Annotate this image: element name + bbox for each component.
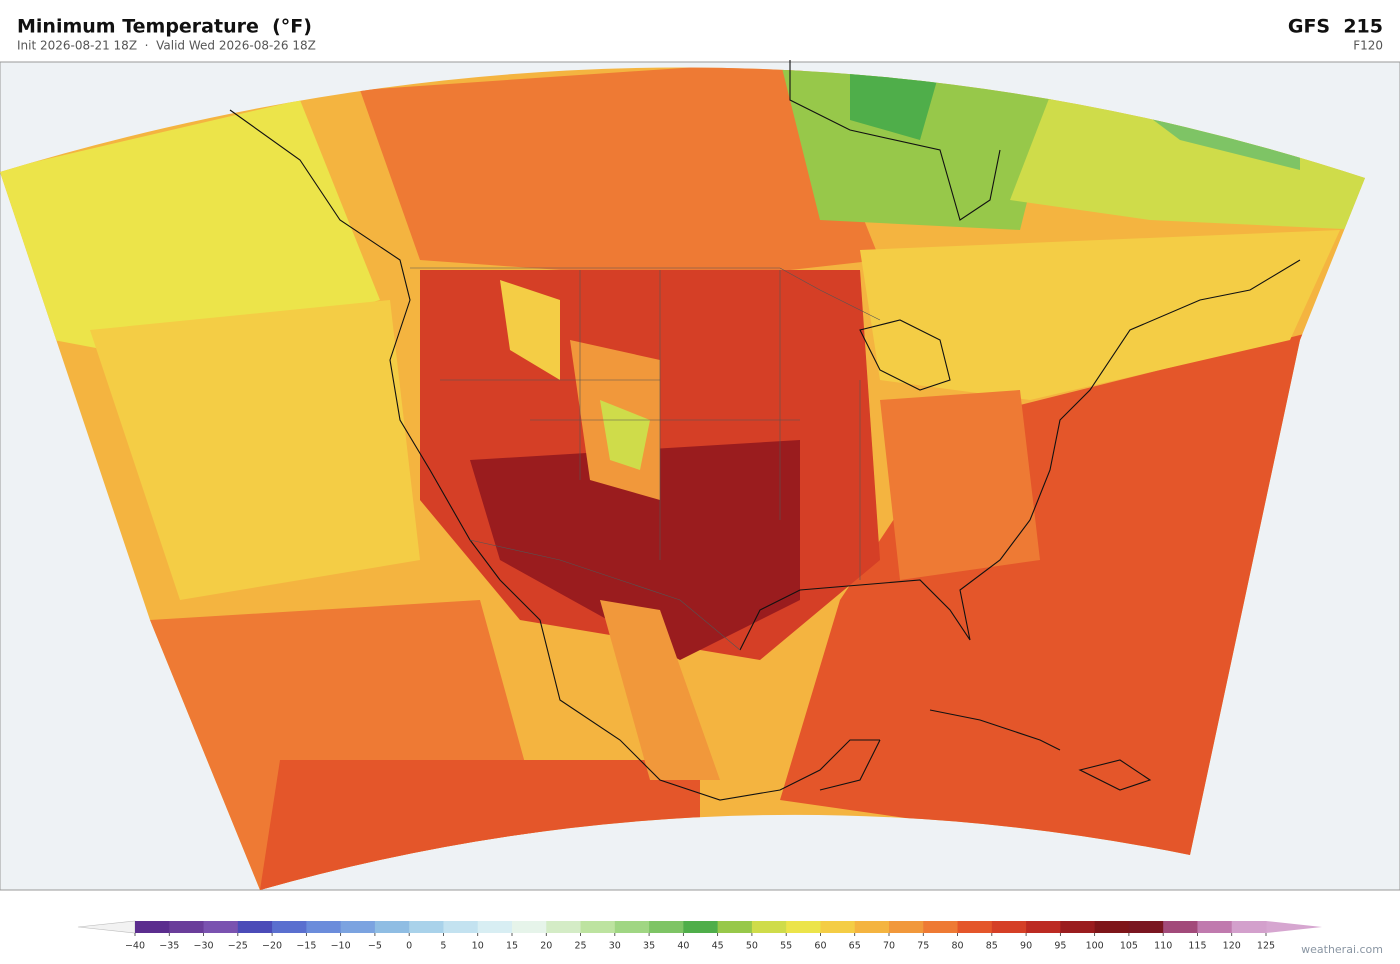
- colorbar-swatch: [889, 921, 924, 933]
- colorbar-tick-label: −20: [262, 941, 282, 952]
- colorbar-tick-label: 110: [1154, 941, 1172, 952]
- colorbar-tick-label: 50: [746, 941, 758, 952]
- colorbar-tick-label: −15: [296, 941, 316, 952]
- colorbar-swatch: [957, 921, 993, 933]
- colorbar-tick-label: 10: [472, 941, 484, 952]
- colorbar-swatch: [477, 921, 513, 933]
- colorbar-tick-label: 115: [1188, 941, 1206, 952]
- colorbar-tick-label: 45: [712, 941, 724, 952]
- temperature-field: [0, 67, 1365, 891]
- colorbar-tick-label: 100: [1086, 941, 1104, 952]
- colorbar-tick-label: 5: [440, 941, 446, 952]
- colorbar-swatch: [169, 921, 205, 933]
- colorbar-swatch: [237, 921, 273, 933]
- colorbar-swatch: [1231, 921, 1267, 933]
- colorbar-swatch: [1163, 921, 1198, 933]
- colorbar-tick-label: 120: [1223, 941, 1241, 952]
- colorbar-tick-label: 30: [609, 941, 621, 952]
- colorbar-swatch: [1060, 921, 1096, 933]
- colorbar-swatch: [1128, 921, 1164, 933]
- borders: [410, 267, 881, 651]
- colorbar-swatch: [854, 921, 890, 933]
- colorbar-tick-label: 20: [540, 941, 552, 952]
- colorbar-swatch: [272, 921, 307, 933]
- colorbar-tick-label: −35: [159, 941, 179, 952]
- colorbar-tick-label: 55: [780, 941, 792, 952]
- colorbar-tick-label: 70: [883, 941, 895, 952]
- title: Minimum Temperature (°F): [17, 16, 312, 38]
- colorbar-tick-label: 125: [1257, 941, 1275, 952]
- colorbar-swatch: [580, 921, 616, 933]
- colorbar-tick-label: −5: [368, 941, 382, 952]
- colorbar-swatch: [1094, 921, 1130, 933]
- colorbar-swatch: [203, 921, 239, 933]
- colorbar-tick-label: 80: [951, 941, 963, 952]
- colorbar-tick-label: 75: [917, 941, 929, 952]
- colorbar-swatch: [751, 921, 787, 933]
- colorbar-swatch: [512, 921, 547, 933]
- colorbar-swatch: [614, 921, 650, 933]
- colorbar-swatch: [649, 921, 684, 933]
- colorbar-tick-label: 15: [506, 941, 518, 952]
- colorbar-swatch: [717, 921, 753, 933]
- model: GFS 215: [1288, 16, 1383, 38]
- colorbar-swatch: [683, 921, 719, 933]
- colorbar-swatch: [923, 921, 959, 933]
- forecast-hour: F120: [1353, 39, 1383, 53]
- colorbar-swatch: [546, 921, 582, 933]
- colorbar-tick-label: −40: [125, 941, 145, 952]
- colorbar-tick-label: −30: [194, 941, 214, 952]
- coastlines: [229, 60, 1301, 801]
- colorbar-tick-label: −10: [331, 941, 351, 952]
- colorbar-extend-high: [1266, 921, 1322, 933]
- colorbar-swatch: [991, 921, 1027, 933]
- colorbar-extend-low: [77, 920, 136, 934]
- colorbar-tick-label: 60: [814, 941, 826, 952]
- colorbar-swatch: [1026, 921, 1061, 933]
- colorbar-tick-label: 0: [406, 941, 412, 952]
- colorbar-tick-label: −25: [228, 941, 248, 952]
- watermark: weatherai.com: [1301, 943, 1383, 956]
- colorbar-swatch: [340, 921, 376, 933]
- colorbar: −40 −35 −30 −25 −20 −15 −10 −5 0 5 10 15 20 25 30 35 40 4…: [77, 920, 1322, 952]
- colorbar-tick-label: 35: [643, 941, 655, 952]
- colorbar-swatch: [135, 921, 170, 933]
- colorbar-tick-label: 85: [986, 941, 998, 952]
- colorbar-tick-label: 90: [1020, 941, 1032, 952]
- colorbar-tick-label: 25: [574, 941, 586, 952]
- colorbar-swatch: [443, 921, 479, 933]
- colorbar-tick-label: 40: [677, 941, 689, 952]
- colorbar-swatch: [306, 921, 342, 933]
- colorbar-swatch: [374, 921, 410, 933]
- colorbar-swatch: [1197, 921, 1233, 933]
- colorbar-swatch: [409, 921, 444, 933]
- colorbar-swatch: [786, 921, 821, 933]
- colorbar-tick-label: 105: [1120, 941, 1138, 952]
- subtitle: Init 2026-08-21 18Z · Valid Wed 2026-08-…: [17, 39, 316, 53]
- colorbar-swatch: [820, 921, 856, 933]
- colorbar-tick-label: 65: [849, 941, 861, 952]
- colorbar-tick-label: 95: [1054, 941, 1066, 952]
